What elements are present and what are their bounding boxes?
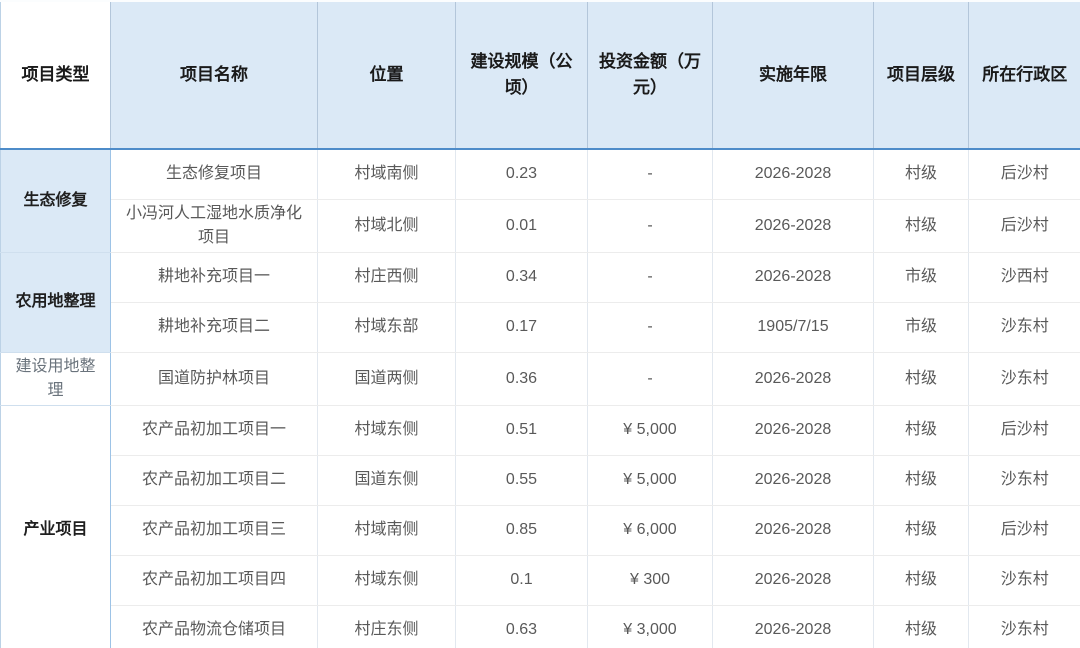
cell-level: 村级 [873, 605, 969, 648]
column-header-period: 实施年限 [712, 0, 874, 150]
table-row: 农产品初加工项目四 村域东侧 0.1 ¥ 300 2026-2028 村级 沙东村 [1, 555, 1080, 606]
cell-investment: - [587, 149, 713, 200]
column-header-location: 位置 [317, 0, 456, 150]
cell-period: 2026-2028 [712, 149, 874, 200]
column-header-investment: 投资金额（万元） [587, 0, 713, 150]
cell-scale: 0.51 [455, 405, 588, 456]
cell-scale: 0.1 [455, 555, 588, 606]
table-row: 产业项目 农产品初加工项目一 村域东侧 0.51 ¥ 5,000 2026-2028 村级后… [0, 405, 1080, 648]
cell-district: 后沙村 [968, 149, 1080, 200]
cell-location: 村域东侧 [317, 405, 456, 456]
cell-location: 村域南侧 [317, 149, 456, 200]
cell-level: 村级 [873, 405, 969, 456]
cell-period: 2026-2028 [712, 605, 874, 648]
table-row: 农产品初加工项目三 村域南侧 0.85 ¥ 6,000 2026-2028 村级 后沙村 [1, 505, 1080, 556]
cell-scale: 0.23 [455, 149, 588, 200]
cell-location: 国道东侧 [317, 455, 456, 506]
cell-scale: 0.63 [455, 605, 588, 648]
cell-location: 村域东侧 [317, 555, 456, 606]
cell-district: 后沙村 [968, 199, 1080, 253]
cell-district: 沙东村 [968, 302, 1080, 353]
cell-name: 耕地补充项目二 [110, 302, 318, 353]
cell-location: 村域北侧 [317, 199, 456, 253]
cell-investment: - [587, 352, 713, 406]
project-type-cell: 农用地整理 [0, 252, 111, 353]
table-row: 耕地补充项目二 村域东部 0.17-1905/7/15 市级 沙东村 [1, 302, 1080, 353]
cell-level: 市级 [873, 252, 969, 303]
cell-level: 村级 [873, 455, 969, 506]
cell-investment: ¥ 3,000 [587, 605, 713, 648]
cell-district: 沙东村 [968, 352, 1080, 406]
cell-name: 农产品初加工项目四 [110, 555, 318, 606]
cell-name: 国道防护林项目 [110, 352, 318, 406]
project-type-cell: 产业项目 [0, 405, 111, 648]
cell-district: 后沙村 [968, 405, 1080, 456]
column-header-project-name: 项目名称 [110, 0, 318, 150]
cell-name: 农产品物流仓储项目 [110, 605, 318, 648]
cell-scale: 0.01 [455, 199, 588, 253]
column-header-project-type: 项目类型 [0, 0, 111, 150]
cell-scale: 0.17 [455, 302, 588, 353]
cell-level: 村级 [873, 352, 969, 406]
cell-investment: ¥ 5,000 [587, 405, 713, 456]
cell-level: 村级 [873, 505, 969, 556]
cell-investment: - [587, 252, 713, 303]
table-row: 建设用地整理 国道防护林项目 国道两侧 0.36-2026-2028 村级 沙东村 [0, 352, 1080, 406]
cell-level: 市级 [873, 302, 969, 353]
cell-period: 2026-2028 [712, 199, 874, 253]
cell-scale: 0.36 [455, 352, 588, 406]
column-header-scale: 建设规模（公顷） [455, 0, 588, 150]
cell-investment: ¥ 5,000 [587, 455, 713, 506]
cell-level: 村级 [873, 555, 969, 606]
table-row: 农产品初加工项目二 国道东侧 0.55 ¥ 5,000 2026-2028 村级 沙东村 [1, 455, 1080, 506]
cell-scale: 0.85 [455, 505, 588, 556]
table-header-row: 项目类型 项目名称 位置 建设规模（公顷） 投资金额（万元） 实施年限 项目层级… [0, 0, 1080, 150]
table-row: 生态修复 生态修复项目 村域南侧 0.23-2026-2028 村级 后沙村 [0, 149, 1080, 253]
cell-period: 2026-2028 [712, 405, 874, 456]
column-header-district: 所在行政区 [968, 0, 1080, 150]
cell-location: 国道两侧 [317, 352, 456, 406]
cell-location: 村庄西侧 [317, 252, 456, 303]
cell-investment: - [587, 199, 713, 253]
project-type-cell: 生态修复 [0, 149, 111, 253]
cell-name: 农产品初加工项目三 [110, 505, 318, 556]
cell-name: 农产品初加工项目二 [110, 455, 318, 506]
cell-name: 农产品初加工项目一 [110, 405, 318, 456]
cell-period: 2026-2028 [712, 505, 874, 556]
cell-district: 沙东村 [968, 555, 1080, 606]
cell-scale: 0.34 [455, 252, 588, 303]
cell-period: 1905/7/15 [712, 302, 874, 353]
column-header-level: 项目层级 [873, 0, 969, 150]
cell-level: 村级 [873, 199, 969, 253]
cell-level: 村级 [873, 149, 969, 200]
cell-period: 2026-2028 [712, 555, 874, 606]
cell-investment: - [587, 302, 713, 353]
cell-location: 村域南侧 [317, 505, 456, 556]
cell-location: 村庄东侧 [317, 605, 456, 648]
cell-name: 耕地补充项目一 [110, 252, 318, 303]
cell-district: 沙东村 [968, 455, 1080, 506]
cell-period: 2026-2028 [712, 252, 874, 303]
cell-location: 村域东部 [317, 302, 456, 353]
table-row: 小冯河人工湿地水质净化项目 村域北侧 0.01-2026-2028 村级 后沙村 [1, 199, 1080, 253]
cell-scale: 0.55 [455, 455, 588, 506]
cell-period: 2026-2028 [712, 352, 874, 406]
cell-name: 小冯河人工湿地水质净化项目 [110, 199, 318, 253]
cell-district: 后沙村 [968, 505, 1080, 556]
cell-investment: ¥ 6,000 [587, 505, 713, 556]
table-row: 农产品物流仓储项目 村庄东侧 0.63 ¥ 3,000 2026-2028 村级 沙东村 [1, 605, 1080, 648]
project-type-cell: 建设用地整理 [0, 352, 111, 406]
cell-district: 沙西村 [968, 252, 1080, 303]
table-row: 农用地整理 耕地补充项目一 村庄西侧 0.34-2026-2028 市级 沙西村 [0, 252, 1080, 353]
cell-period: 2026-2028 [712, 455, 874, 506]
cell-name: 生态修复项目 [110, 149, 318, 200]
cell-investment: ¥ 300 [587, 555, 713, 606]
cell-district: 沙东村 [968, 605, 1080, 648]
table-body: 生态修复 生态修复项目 村域南侧 0.23-2026-2028 村级 后沙村 小冯河人工湿地… [0, 149, 1080, 648]
